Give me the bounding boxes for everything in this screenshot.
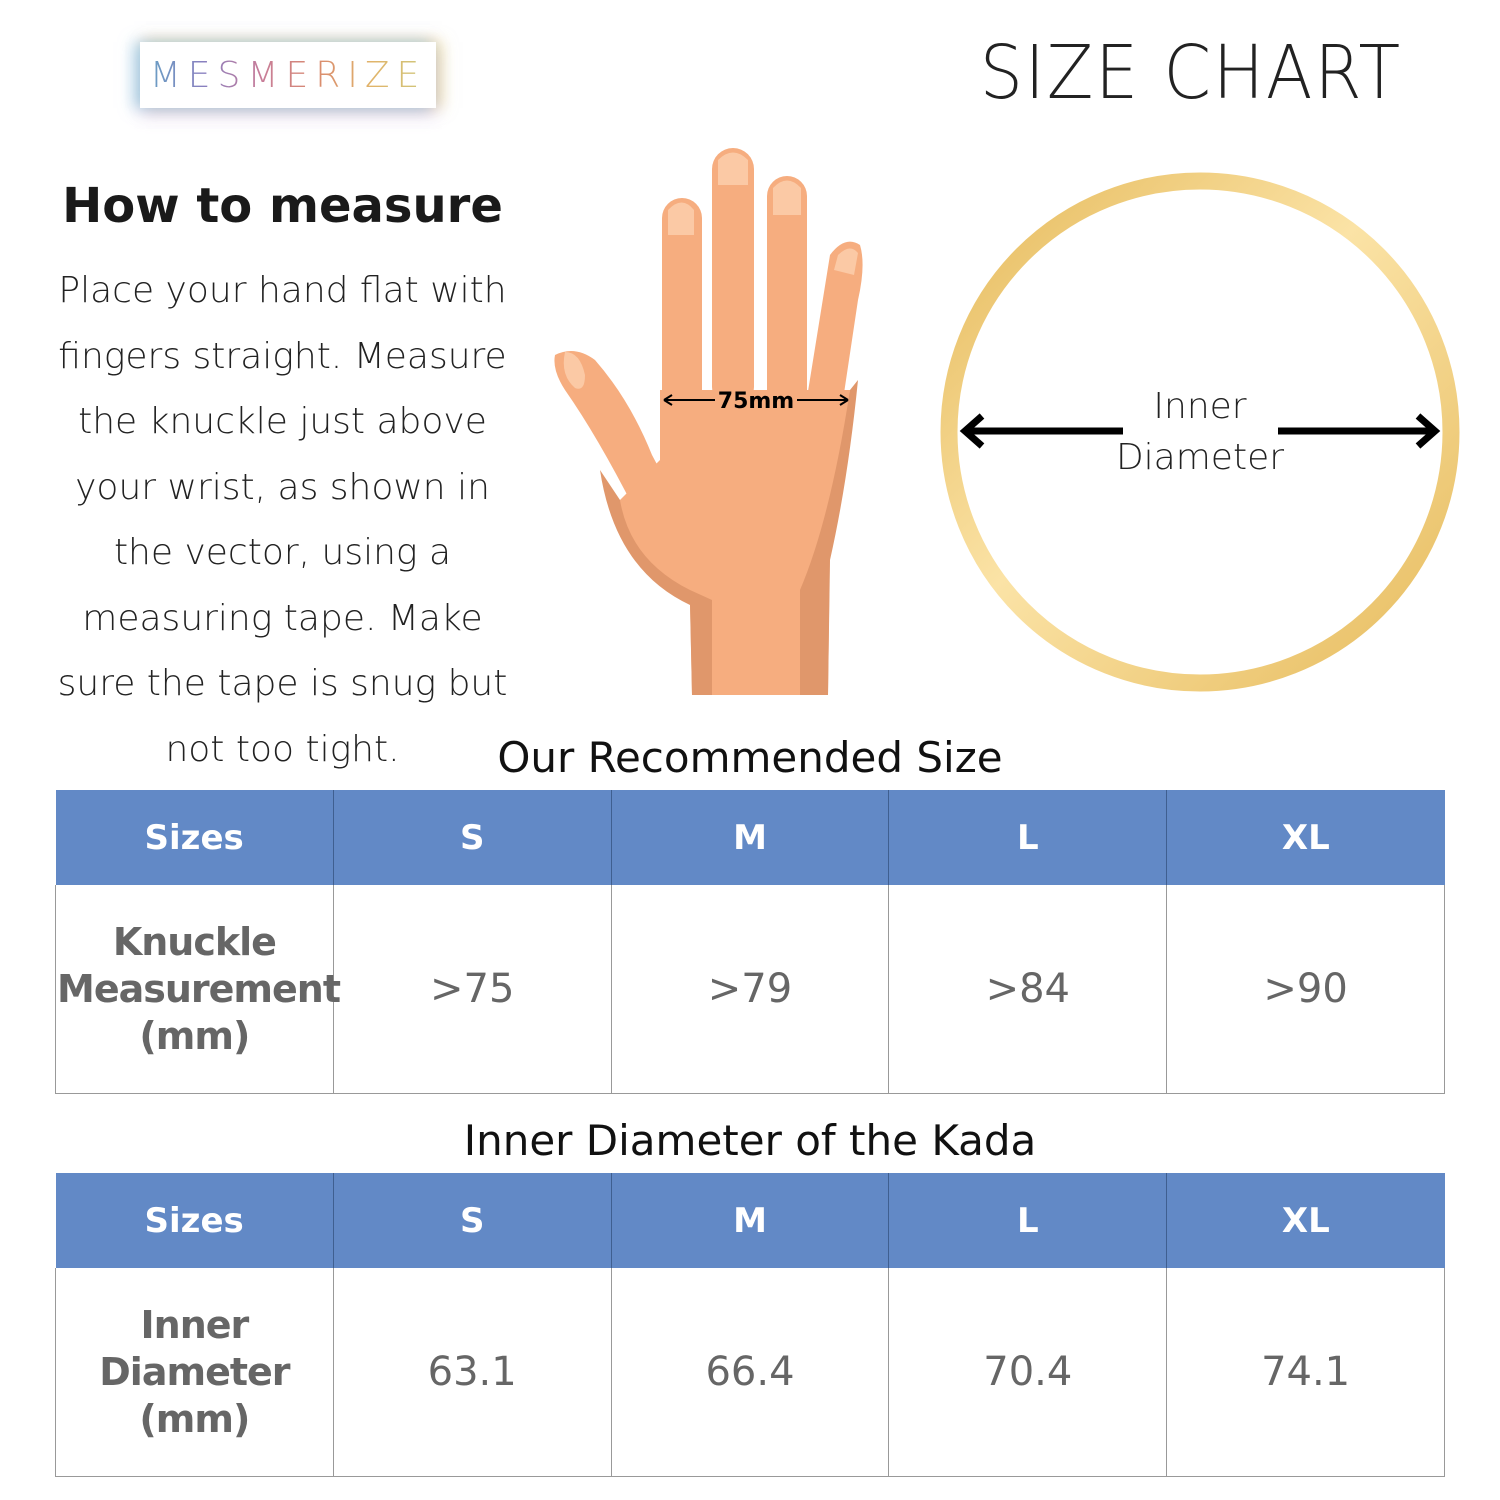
ring-diagram: Inner Diameter — [940, 172, 1460, 692]
ring-label-line2: Diameter — [1116, 437, 1284, 478]
brand-logo: MESMERIZE — [140, 42, 436, 108]
row-label-line: Measurement — [57, 966, 341, 1011]
value-cell: 63.1 — [332, 1268, 612, 1477]
value-cell: >75 — [332, 885, 612, 1094]
value-cell: 74.1 — [1166, 1268, 1445, 1477]
header-cell: S — [333, 1173, 612, 1268]
table-header-row: Sizes S M L XL — [55, 790, 1445, 885]
kada-diameter-table: Sizes S M L XL Inner Diameter (mm) 63.1 66… — [55, 1173, 1445, 1477]
header-cell: L — [888, 1173, 1168, 1268]
hand-illustration: 75mm — [554, 148, 863, 695]
header-cell: M — [611, 1173, 890, 1268]
recommended-title: Our Recommended Size — [497, 733, 1003, 782]
ring-label-line1: Inner — [1153, 386, 1246, 427]
value-cell: >90 — [1166, 885, 1445, 1094]
header-cell: L — [888, 790, 1168, 885]
kada-title: Inner Diameter of the Kada — [463, 1116, 1037, 1165]
value-cell: 70.4 — [888, 1268, 1168, 1477]
instructions-title: How to measure — [62, 178, 503, 234]
table-row: Inner Diameter (mm) 63.1 66.4 70.4 74.1 — [55, 1268, 1445, 1477]
header-cell: Sizes — [55, 1173, 334, 1268]
value-cell: >84 — [888, 885, 1168, 1094]
header-cell: M — [611, 790, 890, 885]
ring-circle — [940, 172, 1460, 692]
row-label: Knuckle Measurement (mm) — [55, 885, 341, 1094]
row-label-line: (mm) — [139, 1013, 250, 1058]
row-label-line: Diameter — [99, 1349, 290, 1394]
row-label-line: Knuckle — [112, 919, 277, 964]
table-row: Knuckle Measurement (mm) >75 >79 >84 >90 — [55, 885, 1445, 1094]
table-header-row: Sizes S M L XL — [55, 1173, 1445, 1268]
instructions-body: Place your hand flat with fingers straig… — [57, 270, 508, 770]
header-cell: XL — [1166, 1173, 1445, 1268]
value-cell: >79 — [610, 885, 890, 1094]
header-cell: Sizes — [55, 790, 334, 885]
hand-measurement-label: 75mm — [718, 389, 794, 414]
row-label-line: Inner — [140, 1302, 250, 1347]
value-cell: 66.4 — [610, 1268, 890, 1477]
header-cell: XL — [1166, 790, 1445, 885]
header-cell: S — [333, 790, 612, 885]
row-label: Inner Diameter (mm) — [55, 1268, 334, 1477]
page-title: SIZE CHART — [979, 30, 1402, 116]
recommended-size-table: Sizes S M L XL Knuckle Measurement (mm) >7… — [55, 790, 1445, 1094]
logo-text: MESMERIZE — [149, 54, 427, 96]
row-label-line: (mm) — [139, 1396, 250, 1441]
